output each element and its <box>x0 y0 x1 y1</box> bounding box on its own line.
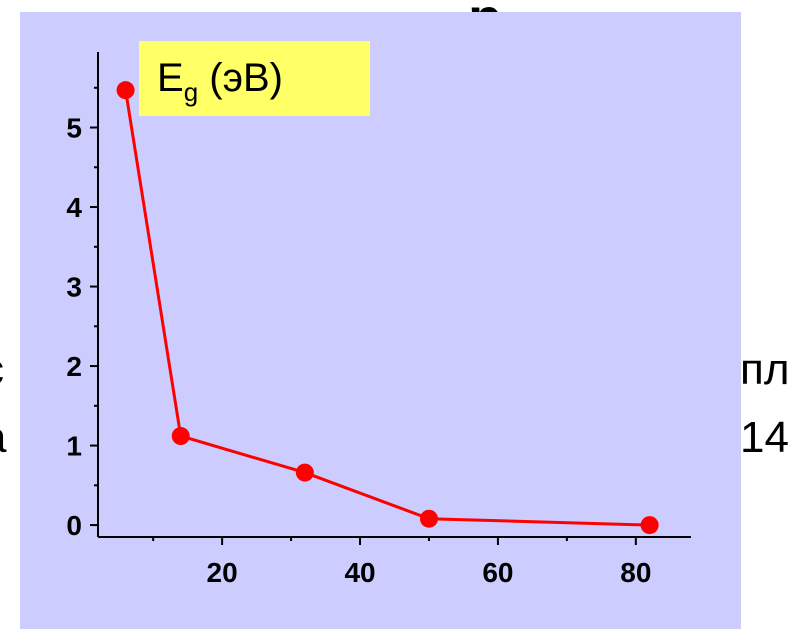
background-text-left-1: с <box>0 348 4 392</box>
y-tick-label: 5 <box>66 113 82 144</box>
legend-symbol: E <box>157 56 184 100</box>
y-tick-label: 0 <box>66 510 82 541</box>
y-tick-label: 1 <box>66 431 82 462</box>
chart-legend: Eg (эВ) <box>139 41 370 116</box>
chart-canvas: 0 1 2 3 4 5 20 40 60 80 <box>66 52 691 588</box>
data-point <box>640 516 659 535</box>
x-tick-label: 80 <box>620 557 651 588</box>
data-series <box>116 81 659 535</box>
x-axis: 20 40 60 80 <box>98 536 691 588</box>
legend-subscript: g <box>183 77 199 107</box>
y-axis: 0 1 2 3 4 5 <box>66 52 99 541</box>
background-text-right-1: пл <box>740 345 790 394</box>
x-tick-label: 60 <box>482 557 513 588</box>
data-point <box>419 509 438 528</box>
data-point <box>295 463 314 482</box>
background-text-right-2: 14 <box>740 413 789 462</box>
background-text-left-2: а <box>0 416 6 460</box>
y-tick-label: 2 <box>66 351 82 382</box>
data-point <box>116 81 135 100</box>
series-line <box>124 89 650 527</box>
legend-unit: (эВ) <box>198 56 283 100</box>
x-tick-label: 40 <box>344 557 375 588</box>
y-tick-label: 3 <box>66 272 82 303</box>
data-point <box>171 427 190 446</box>
x-tick-label: 20 <box>207 557 238 588</box>
y-tick-label: 4 <box>66 192 82 223</box>
chart-panel: 0 1 2 3 4 5 20 40 60 80 Eg (эВ) <box>20 12 741 629</box>
